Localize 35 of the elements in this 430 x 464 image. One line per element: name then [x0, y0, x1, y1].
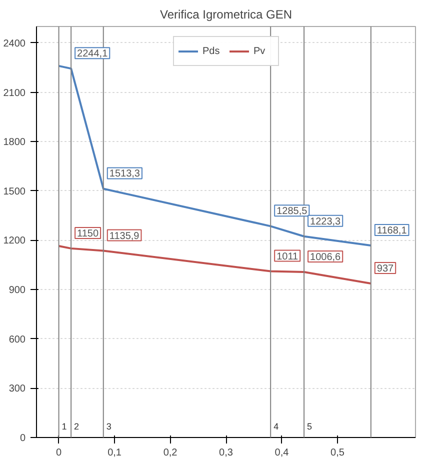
chart-title: Verifica Igrometrica GEN: [160, 8, 292, 22]
x-tick-label: 0: [56, 448, 62, 458]
annotation: 3: [106, 422, 112, 432]
y-tick-label: 2100: [3, 88, 26, 99]
line-series: [58, 244, 372, 284]
legend-label: Pds: [202, 46, 221, 56]
annotation: 2: [74, 422, 80, 432]
y-tick-label: 0: [20, 433, 26, 444]
data-label: 2244,1: [77, 48, 108, 60]
data-label: 1285,5: [276, 206, 308, 218]
y-tick-label: 300: [8, 384, 26, 395]
data-label: 1135,9: [109, 230, 140, 242]
annotation: 5: [307, 422, 312, 432]
x-tick-label: 0,5: [330, 448, 345, 458]
y-tick-label: 900: [8, 285, 26, 296]
y-tick-label: 1500: [3, 186, 26, 198]
y-tick-label: 2400: [3, 38, 26, 50]
annotation: 4: [274, 422, 279, 432]
data-label: 1011: [276, 251, 299, 262]
data-label: 937: [376, 263, 394, 274]
data-label: 1168,1: [376, 225, 408, 236]
x-tick-label: 0,4: [274, 448, 290, 458]
line-series: [58, 64, 372, 246]
data-label: 1006,6: [310, 252, 342, 264]
data-label: 1513,3: [109, 168, 140, 180]
y-tick-label: 1200: [3, 236, 26, 247]
x-tick-label: 0,2: [163, 448, 178, 458]
x-tick-label: 0,1: [108, 448, 122, 458]
data-label: 1150: [77, 228, 99, 240]
y-tick-label: 600: [8, 334, 26, 346]
data-label: 1223,3: [310, 216, 342, 228]
annotation: 1: [62, 422, 67, 432]
x-tick-label: 0,3: [219, 448, 234, 458]
y-tick-label: 1800: [3, 137, 26, 148]
legend-label: Pv: [254, 46, 266, 56]
